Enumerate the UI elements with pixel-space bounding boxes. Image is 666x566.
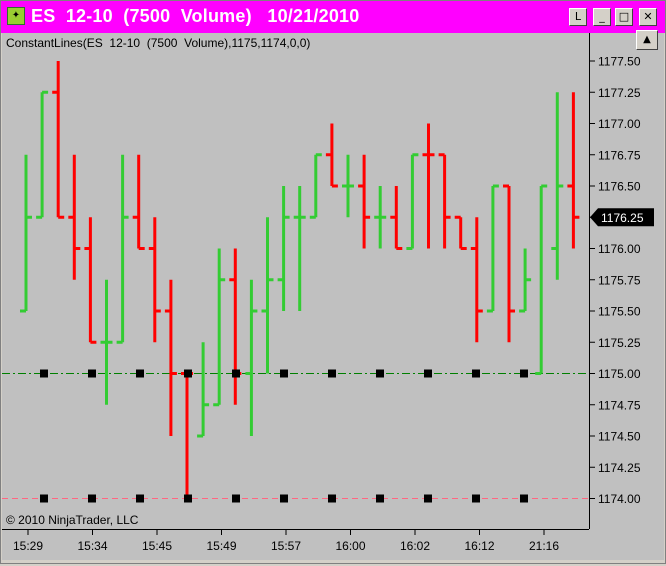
time-tick-label: 16:12 xyxy=(464,539,494,553)
price-tick-label: 1177.25 xyxy=(598,86,641,100)
ohlc-bar[interactable] xyxy=(374,186,387,249)
time-tick-label: 15:45 xyxy=(142,539,172,553)
ohlc-bar[interactable] xyxy=(213,248,226,407)
price-tick-label: 1175.75 xyxy=(598,273,641,287)
line-marker xyxy=(376,369,384,378)
ohlc-bar[interactable] xyxy=(261,217,274,374)
line-marker xyxy=(40,369,48,378)
time-tick-label: 15:57 xyxy=(271,539,301,553)
ohlc-bar[interactable] xyxy=(567,92,580,249)
ohlc-bar[interactable] xyxy=(551,92,564,280)
time-tick-label: 15:49 xyxy=(206,539,236,553)
ohlc-bar[interactable] xyxy=(486,184,499,313)
current-price-marker xyxy=(590,208,654,227)
ohlc-bar[interactable] xyxy=(229,248,242,405)
current-price-label: 1176.25 xyxy=(601,211,644,225)
ohlc-bar[interactable] xyxy=(325,123,338,188)
time-axis-svg: 15:29 15:34 15:45 15:49 15:57 16:00 16:02 16:12… xyxy=(13,530,559,553)
indicator-label: ConstantLines(ES 12-10 (7500 Volume),117… xyxy=(6,36,311,50)
ohlc-bar[interactable] xyxy=(132,154,145,250)
time-axis[interactable]: 15:29 15:34 15:45 15:49 15:57 16:00 16:02 16:12… xyxy=(2,529,589,560)
price-tick-label: 1176.00 xyxy=(598,242,641,256)
line-marker xyxy=(184,494,192,503)
time-tick-label: 16:00 xyxy=(335,539,365,553)
copyright-text: © 2010 NinjaTrader, LLC xyxy=(6,513,139,527)
ohlc-bar[interactable] xyxy=(406,153,419,250)
line-marker xyxy=(184,369,192,378)
close-button[interactable]: ✕ xyxy=(639,8,657,26)
ohlc-bar[interactable] xyxy=(116,154,129,344)
line-marker xyxy=(520,494,528,503)
time-tick-label: 16:02 xyxy=(400,539,430,553)
line-marker xyxy=(328,369,336,378)
ohlc-bar[interactable] xyxy=(52,61,65,219)
price-chart[interactable] xyxy=(2,33,589,529)
ohlc-bar[interactable] xyxy=(342,154,354,218)
maximize-button[interactable]: □ xyxy=(615,8,633,26)
ohlc-bar[interactable] xyxy=(20,154,32,313)
line-marker xyxy=(280,369,288,378)
line-marker xyxy=(88,369,96,378)
ohlc-bar[interactable] xyxy=(164,279,177,436)
chart-panel[interactable] xyxy=(2,33,589,529)
ohlc-bar[interactable] xyxy=(454,215,467,250)
ohlc-bar[interactable] xyxy=(36,90,49,219)
ohlc-bar[interactable] xyxy=(422,123,435,249)
app-icon: ✦ xyxy=(7,7,25,25)
link-button[interactable]: L xyxy=(569,8,587,26)
price-tick-label: 1174.00 xyxy=(598,492,641,506)
ohlc-bar[interactable] xyxy=(293,186,306,311)
axis-corner xyxy=(589,529,664,560)
price-tick-label: 1176.75 xyxy=(598,148,641,162)
ohlc-bar[interactable] xyxy=(197,342,210,438)
line-marker xyxy=(424,369,432,378)
price-tick-label: 1174.50 xyxy=(598,430,641,444)
minimize-button[interactable]: _ xyxy=(593,8,611,26)
line-marker xyxy=(232,369,240,378)
price-tick-label: 1176.50 xyxy=(598,180,641,194)
line-marker xyxy=(88,494,96,503)
price-tick-label: 1175.50 xyxy=(598,305,641,319)
line-marker xyxy=(520,369,528,378)
price-tick-label: 1175.00 xyxy=(598,367,641,381)
scroll-up-button[interactable]: ▲ xyxy=(636,30,658,50)
line-marker xyxy=(136,369,144,378)
time-tick-label: 15:34 xyxy=(77,539,107,553)
line-marker xyxy=(424,494,432,503)
ohlc-bar[interactable] xyxy=(100,279,113,405)
price-tick-label: 1177.50 xyxy=(598,55,641,69)
ohlc-bar[interactable] xyxy=(84,217,97,344)
line-marker xyxy=(472,494,480,503)
price-axis-svg: 1177.50 1177.25 1177.00 1176.75 1176.50 1176.… xyxy=(590,55,654,506)
ohlc-bar[interactable] xyxy=(245,279,258,436)
line-marker xyxy=(232,494,240,503)
price-tick-label: 1177.00 xyxy=(598,117,641,131)
ohlc-bar[interactable] xyxy=(438,153,451,249)
price-tick-label: 1174.75 xyxy=(598,398,641,412)
ohlc-bar[interactable] xyxy=(390,186,403,250)
ohlc-bar[interactable] xyxy=(358,154,371,249)
window-title: ES 12-10 (7500 Volume) 10/21/2010 xyxy=(31,6,360,26)
ohlc-bar[interactable] xyxy=(309,153,322,219)
title-bar[interactable]: ✦ ES 12-10 (7500 Volume) 10/21/2010 L _ … xyxy=(1,1,665,33)
price-tick-label: 1175.25 xyxy=(598,336,641,350)
line-marker xyxy=(136,494,144,503)
price-tick-label: 1174.25 xyxy=(598,461,641,475)
ohlc-bar[interactable] xyxy=(277,186,290,311)
price-axis[interactable]: 1177.50 1177.25 1177.00 1176.75 1176.50 1176.… xyxy=(589,33,664,529)
line-marker xyxy=(280,494,288,503)
ohlc-bar[interactable] xyxy=(503,184,515,343)
time-tick-label: 15:29 xyxy=(13,539,43,553)
ohlc-bar[interactable] xyxy=(519,248,532,313)
ohlc-bar[interactable] xyxy=(470,217,483,343)
ohlc-bar[interactable] xyxy=(148,217,161,343)
line-marker xyxy=(40,494,48,503)
ohlc-bar[interactable] xyxy=(181,372,193,499)
ohlc-bar[interactable] xyxy=(535,184,548,375)
ohlc-bar[interactable] xyxy=(68,154,81,280)
line-marker xyxy=(328,494,336,503)
time-tick-label: 21:16 xyxy=(529,539,559,553)
line-marker xyxy=(472,369,480,378)
line-marker xyxy=(376,494,384,503)
